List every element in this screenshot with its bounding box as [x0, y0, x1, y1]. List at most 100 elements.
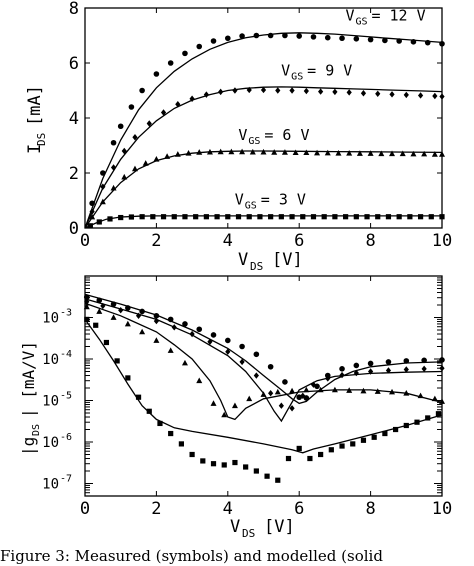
iv-measured-point [142, 160, 149, 166]
gds-measured-point [93, 322, 99, 328]
iv-measured-point [218, 88, 224, 96]
gds-measured-point [435, 411, 442, 417]
iv-measured-point [303, 149, 310, 156]
iv-measured-point [257, 214, 263, 220]
gds-y-tick-label-base: 10 [42, 477, 59, 493]
gds-measured-point [181, 359, 188, 366]
gds-measured-point [421, 357, 427, 364]
gds-measured-point [253, 351, 260, 358]
gds-measured-point [210, 400, 217, 406]
gds-measured-point [135, 312, 142, 319]
iv-measured-point [110, 184, 117, 191]
gds-measured-point [439, 365, 445, 372]
iv-measured-point [246, 214, 252, 220]
gds-measured-point [196, 326, 203, 333]
gds-measured-point [153, 312, 160, 319]
iv-measured-point [353, 36, 360, 42]
iv-x-axis-label: V DS [V] [238, 250, 303, 273]
gds-measured-point [103, 339, 110, 346]
gds-measured-point [310, 381, 317, 388]
gds-measured-point [84, 298, 90, 305]
gds-measured-point [353, 369, 359, 377]
iv-measured-point [253, 32, 260, 39]
iv-x-tick-label: 4 [223, 231, 233, 251]
gds-measured-point [243, 464, 249, 470]
iv-measured-point [399, 150, 406, 157]
gds-y-axis-label: |g DS | [mA/V] [19, 341, 42, 456]
iv-measured-point [110, 139, 117, 146]
iv-measured-point [439, 214, 445, 220]
gds-x-tick-label: 0 [80, 499, 90, 519]
iv-measured-point [182, 50, 188, 57]
gds-measured-point [146, 408, 152, 414]
iv-series-label-main: V [238, 126, 247, 144]
iv-measured-point [132, 134, 138, 141]
iv-model-line [84, 32, 443, 229]
gds-measured-point [153, 337, 160, 343]
iv-xlabel-main: V [238, 250, 248, 270]
gds-y-tick-label: 10 -4 [42, 349, 72, 368]
gds-measured-point [153, 317, 159, 325]
iv-measured-point [214, 214, 220, 220]
iv-series-label-value: = 12 V [371, 6, 425, 24]
gds-measured-point [317, 386, 324, 393]
iv-measured-point [324, 34, 331, 41]
gds-measured-point [328, 447, 334, 453]
iv-measured-point [310, 214, 317, 220]
iv-ylabel-unit: [mA] [25, 85, 45, 126]
iv-measured-point [89, 208, 95, 215]
gds-y-tick-label-base: 10 [42, 435, 59, 451]
iv-measured-point [110, 164, 117, 171]
gds-measured-point [289, 387, 296, 394]
gds-measured-points [83, 294, 445, 483]
gds-measured-point [260, 391, 267, 397]
gds-measured-point [439, 398, 445, 404]
gds-xlabel-sub: DS [242, 527, 255, 540]
gds-measured-point [318, 451, 324, 458]
iv-measured-point [175, 101, 181, 108]
gds-measured-point [110, 314, 117, 320]
gds-measured-point [253, 468, 259, 474]
gds-measured-point [96, 308, 103, 314]
iv-series-label-sub: GS [355, 16, 367, 27]
iv-series-label-value: = 6 V [264, 126, 309, 144]
iv-series-label-sub: GS [245, 201, 257, 212]
gds-measured-point [403, 422, 409, 429]
iv-measured-point [225, 214, 231, 220]
iv-measured-point [160, 214, 167, 220]
gds-x-tick-label: 6 [294, 499, 304, 519]
iv-measured-point [385, 214, 392, 220]
gds-measured-point [389, 388, 396, 395]
iv-measured-point [278, 214, 284, 220]
iv-measured-point [296, 33, 303, 39]
iv-y-tick-label: 6 [69, 54, 79, 74]
gds-model-line [84, 302, 443, 421]
iv-measured-point [378, 150, 385, 157]
iv-series-label: V GS = 3 V [235, 191, 306, 212]
gds-model-line [84, 293, 443, 405]
gds-measured-point [118, 306, 124, 314]
iv-measured-point [153, 71, 160, 77]
iv-measured-point [131, 165, 138, 172]
iv-measured-point [367, 150, 374, 156]
iv-measured-point [87, 223, 93, 229]
iv-measured-point [107, 216, 113, 222]
gds-measured-point [207, 338, 213, 345]
iv-measured-point [239, 148, 246, 155]
iv-measured-point [89, 213, 96, 220]
gds-measured-point [239, 358, 245, 366]
iv-measured-point [318, 88, 324, 95]
gds-measured-point [83, 294, 90, 300]
iv-measured-point [260, 86, 267, 94]
gds-measured-point [282, 379, 288, 385]
gds-measured-point [346, 387, 353, 393]
gds-model-line [84, 319, 443, 454]
iv-measured-point [335, 150, 342, 156]
iv-measured-point [356, 150, 363, 156]
gds-measured-point [239, 343, 245, 350]
gds-measured-point [83, 303, 90, 310]
iv-measured-point [203, 91, 209, 98]
gds-measured-point [178, 441, 184, 447]
gds-measured-point [225, 348, 231, 355]
